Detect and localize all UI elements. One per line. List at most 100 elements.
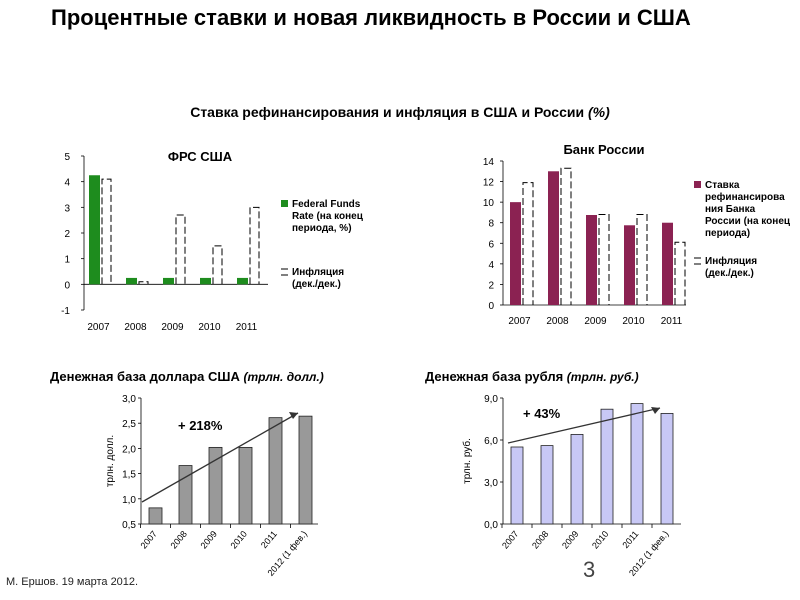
cbr-legend-rate-line: рефинансирова: [705, 191, 785, 203]
cbr-inflation-bar: [674, 241, 686, 305]
cbr-legend-swatch-rate: [694, 181, 701, 188]
fed-legend-inflation-line: (дек./дек.): [292, 279, 341, 290]
fed-inflation-bar: [138, 281, 149, 285]
cbr-category-label: 2011: [661, 316, 683, 327]
cbr-rate-bar: [548, 171, 559, 305]
fed-rate-bar: [163, 277, 174, 285]
usd_base-bar: [208, 446, 223, 525]
usd_base-category-label: 2010: [228, 529, 249, 551]
page-number: 3: [583, 557, 596, 582]
usd_base-category-label: 2009: [198, 529, 219, 551]
fed-ytick: 4: [64, 178, 70, 189]
page-title: Процентные ставки и новая ликвидность в …: [51, 5, 691, 30]
usd_base-ytick: 1,0: [122, 495, 136, 506]
fed-legend-rate-line: Rate (на конец: [292, 211, 364, 222]
usd_base-bar: [268, 417, 283, 525]
rub_base-y-label: трлн. руб.: [461, 438, 473, 484]
cbr-ytick: 14: [483, 157, 495, 168]
cbr-inflation-bar: [636, 213, 648, 305]
cbr-inflation-bar: [522, 182, 534, 305]
rub_base-bar: [600, 408, 614, 525]
usd_base-trend-arrowhead: [289, 412, 298, 419]
rub_base-ytick: 0,0: [484, 520, 498, 531]
fed-inflation-bar: [212, 245, 223, 285]
fed-ytick: -1: [61, 306, 70, 317]
rub_base-bar: [630, 403, 644, 525]
rub-base-title: Денежная база рубля (трлн. руб.): [425, 369, 639, 384]
fed-ytick: 2: [64, 229, 70, 240]
fed-legend-rate-line: Federal Funds: [292, 199, 361, 210]
cbr-rate-bar: [624, 225, 635, 305]
cbr-inflation-bar: [560, 167, 572, 305]
fed-ytick: 0: [64, 280, 70, 291]
cbr-legend-rate-line: периода): [705, 228, 750, 239]
rub_base-bar: [510, 446, 524, 525]
fed-category-label: 2008: [124, 322, 147, 333]
fed-inflation-bar: [249, 206, 260, 285]
fed-ytick: 3: [64, 203, 70, 214]
fed-rate-bar: [126, 277, 137, 285]
cbr-ytick: 0: [488, 301, 494, 312]
cbr-category-label: 2008: [546, 316, 569, 327]
rub_base-bar: [570, 433, 584, 525]
rub_base-ytick: 9,0: [484, 394, 498, 405]
rub_base-trend-line: [507, 407, 661, 444]
rub_base-growth-annotation: + 43%: [523, 406, 561, 421]
fed-inflation-bar: [101, 178, 112, 285]
cbr-ytick: 10: [483, 198, 495, 209]
fed-legend-rate-line: периода, %): [292, 223, 352, 234]
usd_base-bar: [178, 465, 193, 525]
fed-legend-swatch-rate: [281, 200, 288, 207]
fed-legend-inflation-line: Инфляция: [292, 266, 344, 278]
usd_base-trend-line: [141, 412, 299, 503]
cbr-inflation-bar: [598, 213, 610, 305]
usd_base-category-label: 2007: [138, 529, 159, 551]
usd_base-category-label: 2011: [259, 529, 279, 550]
cbr-rate-bar: [662, 222, 673, 305]
fed-chart-title: ФРС США: [168, 149, 233, 164]
rub_base-trend-arrowhead: [651, 407, 660, 414]
rub_base-bar: [660, 412, 674, 525]
usd_base-ytick: 1,5: [122, 470, 136, 481]
cbr-legend-rate-line: России (на конец: [705, 216, 791, 227]
usd_base-y-label: трлн. долл.: [105, 435, 116, 487]
footer-author: М. Ершов. 19 марта 2012.: [6, 576, 139, 588]
usd_base-growth-annotation: + 218%: [178, 418, 223, 433]
usd-base-unit: (трлн. долл.): [243, 370, 324, 384]
usd_base-bar: [298, 415, 313, 525]
fed-inflation-bar: [175, 214, 186, 285]
cbr-legend-inflation-line: (дек./дек.): [705, 268, 754, 279]
fed-category-label: 2011: [236, 322, 258, 333]
rub_base-ytick: 3,0: [484, 478, 498, 489]
fed-rate-bar: [237, 277, 248, 285]
fed-rate-bar: [89, 175, 100, 285]
cbr-chart-title: Банк России: [563, 142, 644, 157]
fed-ytick: 5: [64, 152, 70, 163]
cbr-ytick: 2: [488, 280, 494, 291]
fed-category-label: 2010: [198, 322, 221, 333]
cbr-legend-swatch-inflation: [694, 257, 701, 265]
rub_base-category-label: 2009: [560, 529, 581, 551]
cbr-ytick: 6: [488, 239, 494, 250]
usd-base-title: Денежная база доллара США (трлн. долл.): [50, 369, 324, 384]
subtitle-unit: (%): [587, 104, 610, 120]
rub_base-category-label: 2007: [500, 529, 521, 551]
usd_base-ytick: 0,5: [122, 520, 136, 531]
usd_base-ytick: 2,5: [122, 419, 136, 430]
subtitle-text: Ставка рефинансирования и инфляция в США…: [190, 104, 585, 120]
cbr-rate-bar: [510, 202, 521, 305]
cbr-category-label: 2009: [584, 316, 607, 327]
usd_base-ytick: 3,0: [122, 394, 136, 405]
cbr-ytick: 12: [483, 178, 495, 189]
usd-base-title-text: Денежная база доллара США: [50, 369, 240, 384]
cbr-ytick: 8: [488, 219, 494, 230]
section-subtitle: Ставка рефинансирования и инфляция в США…: [0, 104, 800, 120]
rub_base-bar: [540, 445, 554, 525]
cbr-rate-bar: [586, 215, 597, 305]
rub_base-category-label: 2011: [620, 529, 640, 550]
cbr-legend-rate-line: Ставка: [705, 180, 740, 191]
rub_base-ytick: 6,0: [484, 436, 498, 447]
cbr-category-label: 2007: [508, 316, 531, 327]
fed-category-label: 2009: [161, 322, 184, 333]
